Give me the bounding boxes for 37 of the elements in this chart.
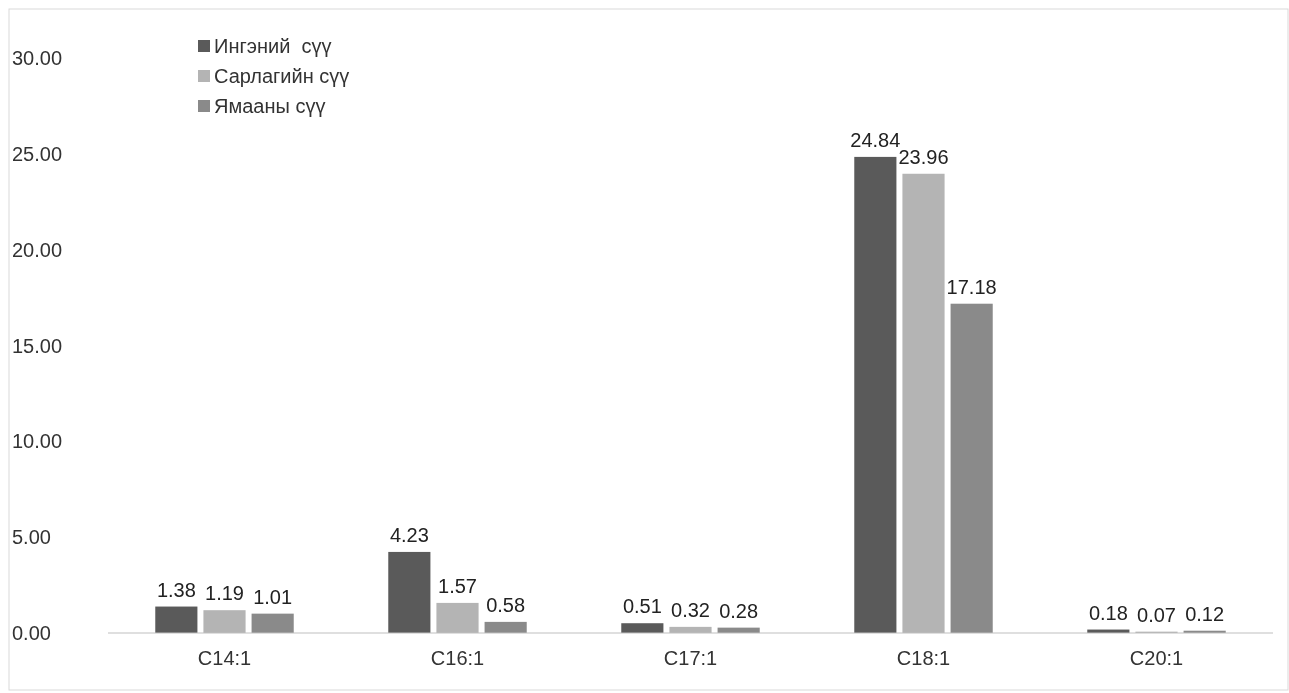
y-tick-label: 0.00	[12, 622, 51, 644]
bar	[950, 303, 993, 633]
y-tick-label: 30.00	[12, 47, 63, 69]
legend-label: Сарлагийн сүү	[214, 65, 350, 87]
data-label: 0.32	[671, 598, 710, 621]
x-tick-label: C18:1	[896, 647, 951, 669]
data-label: 1.01	[253, 585, 293, 608]
x-tick-label: C16:1	[430, 647, 485, 669]
data-label: 23.96	[898, 145, 949, 168]
data-label: 0.51	[622, 595, 662, 618]
x-tick-label: C17:1	[663, 647, 718, 669]
data-label: 17.18	[946, 275, 997, 298]
x-tick-label: C20:1	[1129, 647, 1184, 669]
y-tick-label: 20.00	[12, 238, 63, 261]
data-label: 0.18	[1088, 601, 1128, 624]
data-label: 24.84	[850, 128, 901, 151]
y-tick-label: 10.00	[12, 430, 63, 453]
bar	[484, 621, 527, 633]
data-label: 0.58	[486, 593, 526, 616]
data-label: 4.23	[389, 523, 429, 546]
y-tick-label: 25.00	[12, 142, 63, 165]
y-tick-label: 5.00	[12, 526, 51, 549]
bar	[251, 613, 294, 633]
data-label: 1.38	[156, 578, 196, 601]
data-label: 0.07	[1137, 603, 1176, 626]
data-label: 0.28	[719, 599, 759, 622]
bar	[854, 156, 897, 633]
bar	[388, 551, 431, 633]
data-label: 1.57	[438, 574, 477, 597]
bar	[621, 623, 664, 633]
y-tick-label: 15.00	[12, 334, 63, 357]
data-label: 0.12	[1185, 602, 1225, 625]
legend-label: Ямааны сүү	[214, 95, 326, 117]
bar	[155, 606, 198, 633]
data-label: 1.19	[205, 582, 244, 605]
legend-label: Ингэний сүү	[214, 35, 332, 57]
x-tick-label: C14:1	[197, 647, 252, 669]
